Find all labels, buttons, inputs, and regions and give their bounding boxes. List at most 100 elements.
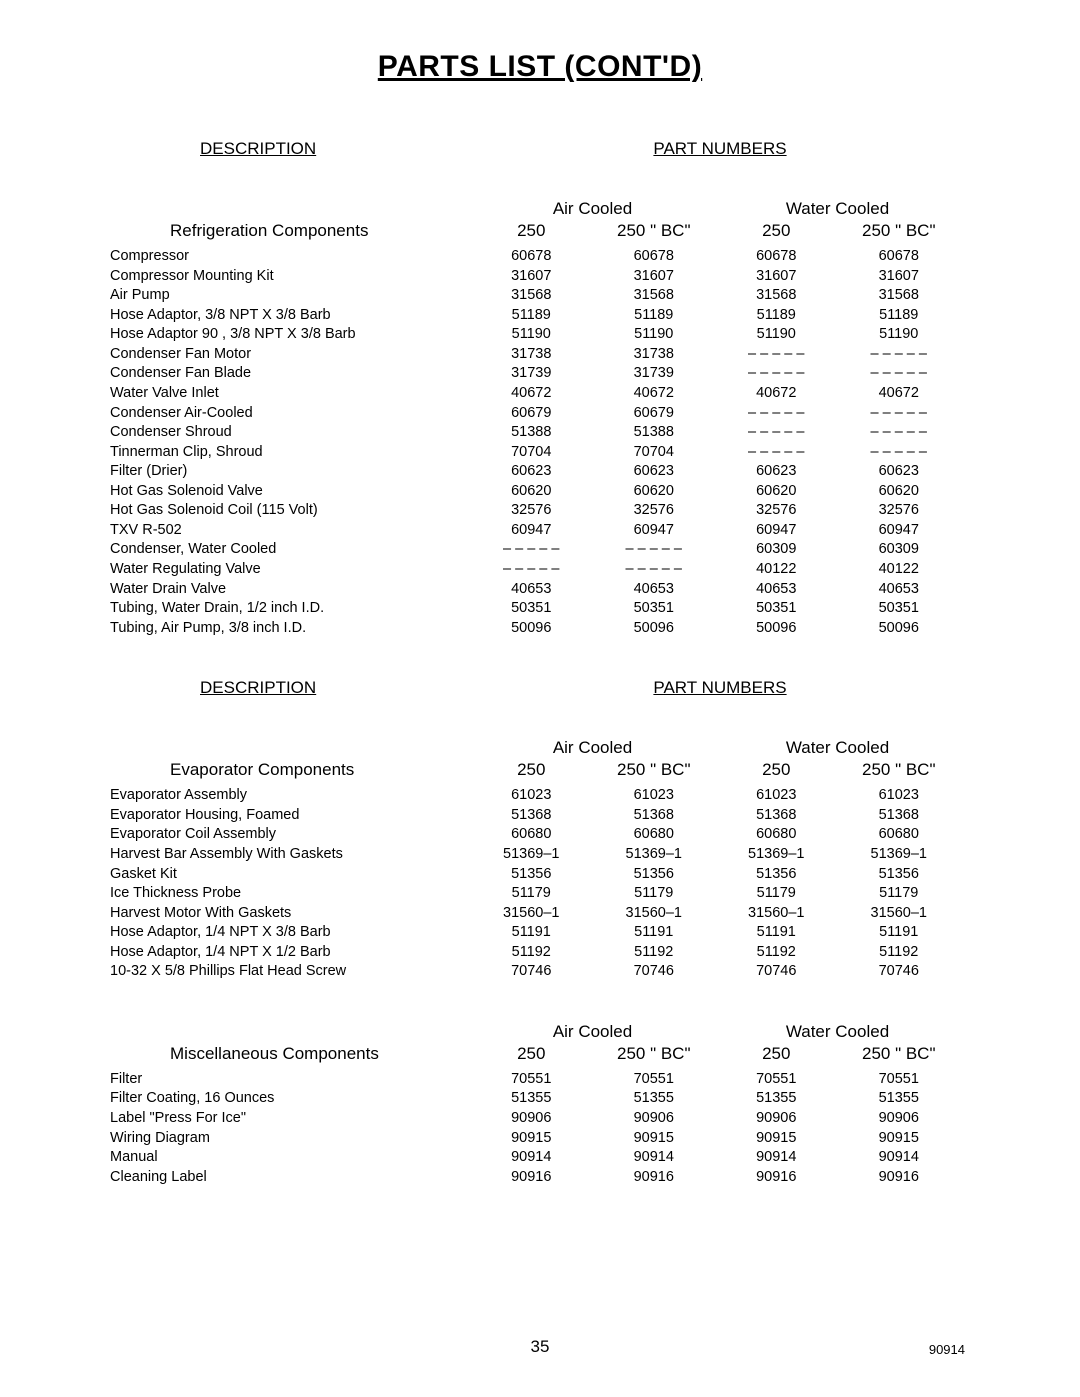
- part-description: Condenser Fan Motor: [110, 345, 470, 365]
- parts-section: Air CooledWater CooledMiscellaneous Comp…: [110, 1022, 970, 1187]
- table-row: Label "Press For Ice"9090690906909069090…: [110, 1109, 970, 1129]
- table-row: Condenser, Water Cooled– – – – –– – – – …: [110, 540, 970, 560]
- part-number-cell: 50096: [715, 619, 838, 639]
- sub-header-row: Refrigeration Components250250 " BC"2502…: [110, 221, 970, 241]
- part-number-cell: 60620: [593, 482, 716, 502]
- part-number-cell: 51179: [593, 884, 716, 904]
- part-number-cell: 90916: [470, 1168, 593, 1188]
- part-number-cell: 51388: [593, 423, 716, 443]
- part-description: Tubing, Air Pump, 3/8 inch I.D.: [110, 619, 470, 639]
- part-description: Condenser, Water Cooled: [110, 540, 470, 560]
- part-number-cell: 60309: [715, 540, 838, 560]
- part-description: Manual: [110, 1148, 470, 1168]
- cooling-group-label: Water Cooled: [715, 1022, 960, 1042]
- part-number-cell: 90906: [838, 1109, 961, 1129]
- part-number-cell: 31738: [593, 345, 716, 365]
- spacer: [110, 738, 470, 758]
- parts-section: DESCRIPTIONPART NUMBERSAir CooledWater C…: [110, 678, 970, 982]
- part-number-cell: 90915: [838, 1129, 961, 1149]
- part-description: Evaporator Assembly: [110, 786, 470, 806]
- spacer: [110, 1022, 470, 1042]
- part-description: Label "Press For Ice": [110, 1109, 470, 1129]
- part-number-cell: 51355: [470, 1089, 593, 1109]
- part-number-cell: 31607: [838, 267, 961, 287]
- part-description: Filter (Drier): [110, 462, 470, 482]
- part-number-cell: 61023: [715, 786, 838, 806]
- column-label: 250: [470, 221, 593, 241]
- part-number-cell: 51368: [838, 806, 961, 826]
- part-number-cell: 51369–1: [470, 845, 593, 865]
- part-number-cell: 51369–1: [715, 845, 838, 865]
- part-number-cell: 40672: [715, 384, 838, 404]
- part-number-cell: 61023: [593, 786, 716, 806]
- table-row: Condenser Air-Cooled6067960679– – – – ––…: [110, 404, 970, 424]
- column-label: 250 " BC": [838, 1044, 961, 1064]
- part-number-cell: 40122: [838, 560, 961, 580]
- section-name: Refrigeration Components: [110, 221, 470, 241]
- part-number-cell: 60680: [593, 825, 716, 845]
- part-number-cell: – – – – –: [470, 540, 593, 560]
- column-headers-row: DESCRIPTIONPART NUMBERS: [110, 139, 970, 159]
- part-number-cell: 70551: [593, 1070, 716, 1090]
- part-number-cell: 51356: [593, 865, 716, 885]
- part-number-cell: 60623: [470, 462, 593, 482]
- part-number-cell: 51368: [715, 806, 838, 826]
- part-number-cell: 60679: [470, 404, 593, 424]
- part-number-cell: 51355: [593, 1089, 716, 1109]
- part-number-cell: 51356: [715, 865, 838, 885]
- part-description: Condenser Air-Cooled: [110, 404, 470, 424]
- part-number-cell: 31560–1: [470, 904, 593, 924]
- table-row: Harvest Bar Assembly With Gaskets51369–1…: [110, 845, 970, 865]
- table-row: Evaporator Housing, Foamed51368513685136…: [110, 806, 970, 826]
- part-number-cell: – – – – –: [715, 364, 838, 384]
- part-number-cell: 70551: [715, 1070, 838, 1090]
- column-label: 250 " BC": [593, 760, 716, 780]
- description-header: DESCRIPTION: [110, 678, 470, 698]
- table-row: TXV R-50260947609476094760947: [110, 521, 970, 541]
- part-number-cell: 51192: [593, 943, 716, 963]
- part-numbers-header: PART NUMBERS: [470, 139, 970, 159]
- part-description: Filter Coating, 16 Ounces: [110, 1089, 470, 1109]
- table-row: Hose Adaptor 90 , 3/8 NPT X 3/8 Barb5119…: [110, 325, 970, 345]
- part-number-cell: – – – – –: [715, 443, 838, 463]
- table-row: Filter Coating, 16 Ounces513555135551355…: [110, 1089, 970, 1109]
- part-number-cell: 60678: [838, 247, 961, 267]
- part-number-cell: 51191: [838, 923, 961, 943]
- part-number-cell: 70746: [470, 962, 593, 982]
- part-number-cell: 51192: [470, 943, 593, 963]
- part-number-cell: 31738: [470, 345, 593, 365]
- part-number-cell: 51190: [470, 325, 593, 345]
- table-row: Harvest Motor With Gaskets31560–131560–1…: [110, 904, 970, 924]
- part-number-cell: 90915: [715, 1129, 838, 1149]
- table-row: Air Pump31568315683156831568: [110, 286, 970, 306]
- part-number-cell: 50096: [470, 619, 593, 639]
- part-description: Evaporator Coil Assembly: [110, 825, 470, 845]
- part-number-cell: 60678: [593, 247, 716, 267]
- part-number-cell: 60309: [838, 540, 961, 560]
- part-number-cell: 40672: [593, 384, 716, 404]
- part-number-cell: 50096: [838, 619, 961, 639]
- part-number-cell: 51191: [715, 923, 838, 943]
- column-label: 250 " BC": [838, 221, 961, 241]
- cooling-group-label: Air Cooled: [470, 738, 715, 758]
- table-row: Ice Thickness Probe51179511795117951179: [110, 884, 970, 904]
- part-number-cell: 90914: [838, 1148, 961, 1168]
- part-number-cell: 31560–1: [838, 904, 961, 924]
- column-label: 250: [715, 1044, 838, 1064]
- parts-section: DESCRIPTIONPART NUMBERSAir CooledWater C…: [110, 139, 970, 638]
- part-number-cell: 60620: [715, 482, 838, 502]
- part-number-cell: 31739: [593, 364, 716, 384]
- part-number-cell: 51190: [715, 325, 838, 345]
- part-number-cell: 90915: [593, 1129, 716, 1149]
- part-number-cell: 32576: [470, 501, 593, 521]
- column-label: 250 " BC": [593, 221, 716, 241]
- part-description: Hose Adaptor, 3/8 NPT X 3/8 Barb: [110, 306, 470, 326]
- part-description: Water Regulating Valve: [110, 560, 470, 580]
- page: PARTS LIST (CONT'D) DESCRIPTIONPART NUMB…: [0, 0, 1080, 1397]
- part-number-cell: 31568: [715, 286, 838, 306]
- table-row: Compressor60678606786067860678: [110, 247, 970, 267]
- part-number-cell: – – – – –: [838, 423, 961, 443]
- part-number-cell: 51179: [715, 884, 838, 904]
- part-number-cell: 51356: [470, 865, 593, 885]
- part-number-cell: 31568: [593, 286, 716, 306]
